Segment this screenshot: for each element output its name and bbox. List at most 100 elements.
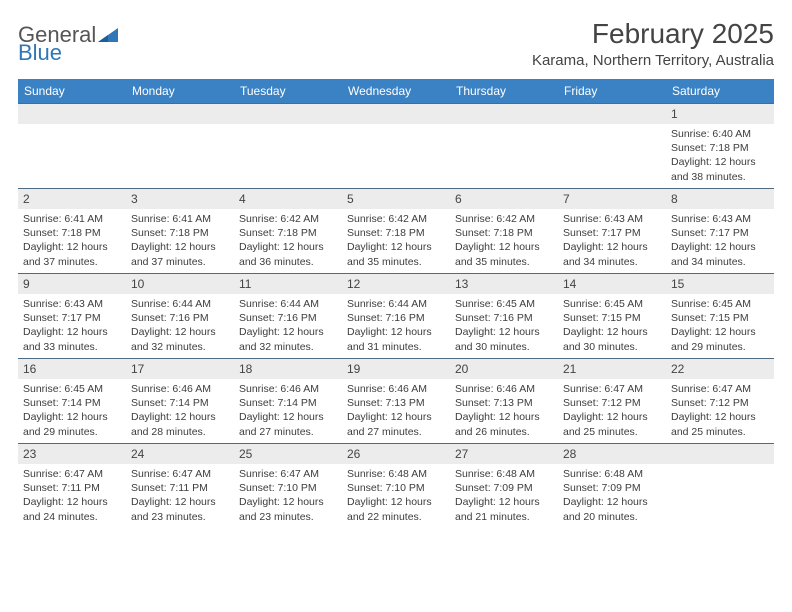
calendar-cell: 11Sunrise: 6:44 AMSunset: 7:16 PMDayligh… bbox=[234, 274, 342, 358]
sunset-text: Sunset: 7:10 PM bbox=[239, 481, 337, 495]
sunset-text: Sunset: 7:15 PM bbox=[671, 311, 769, 325]
sunset-text: Sunset: 7:09 PM bbox=[563, 481, 661, 495]
day-number: 10 bbox=[126, 274, 234, 294]
daylight-text: Daylight: 12 hours and 28 minutes. bbox=[131, 410, 229, 438]
sunrise-text: Sunrise: 6:42 AM bbox=[347, 212, 445, 226]
sunset-text: Sunset: 7:14 PM bbox=[239, 396, 337, 410]
sunset-text: Sunset: 7:17 PM bbox=[671, 226, 769, 240]
sunset-text: Sunset: 7:18 PM bbox=[455, 226, 553, 240]
daylight-text: Daylight: 12 hours and 21 minutes. bbox=[455, 495, 553, 523]
day-number: 4 bbox=[234, 189, 342, 209]
sunrise-text: Sunrise: 6:42 AM bbox=[455, 212, 553, 226]
calendar-cell: 13Sunrise: 6:45 AMSunset: 7:16 PMDayligh… bbox=[450, 274, 558, 358]
day-number: 13 bbox=[450, 274, 558, 294]
daylight-text: Daylight: 12 hours and 37 minutes. bbox=[23, 240, 121, 268]
day-info: Sunrise: 6:45 AMSunset: 7:15 PMDaylight:… bbox=[558, 294, 666, 358]
sunset-text: Sunset: 7:13 PM bbox=[455, 396, 553, 410]
daylight-text: Daylight: 12 hours and 32 minutes. bbox=[131, 325, 229, 353]
day-info: Sunrise: 6:41 AMSunset: 7:18 PMDaylight:… bbox=[126, 209, 234, 273]
sunrise-text: Sunrise: 6:43 AM bbox=[563, 212, 661, 226]
day-number: 1 bbox=[666, 104, 774, 124]
day-number: 9 bbox=[18, 274, 126, 294]
sunset-text: Sunset: 7:11 PM bbox=[131, 481, 229, 495]
daylight-text: Daylight: 12 hours and 31 minutes. bbox=[347, 325, 445, 353]
daylight-text: Daylight: 12 hours and 34 minutes. bbox=[563, 240, 661, 268]
calendar-cell: 19Sunrise: 6:46 AMSunset: 7:13 PMDayligh… bbox=[342, 359, 450, 443]
day-info: Sunrise: 6:48 AMSunset: 7:09 PMDaylight:… bbox=[450, 464, 558, 528]
sunrise-text: Sunrise: 6:48 AM bbox=[563, 467, 661, 481]
day-header-tue: Tuesday bbox=[234, 79, 342, 103]
daylight-text: Daylight: 12 hours and 29 minutes. bbox=[671, 325, 769, 353]
day-info: Sunrise: 6:43 AMSunset: 7:17 PMDaylight:… bbox=[666, 209, 774, 273]
calendar-cell: 9Sunrise: 6:43 AMSunset: 7:17 PMDaylight… bbox=[18, 274, 126, 358]
calendar-cell: 26Sunrise: 6:48 AMSunset: 7:10 PMDayligh… bbox=[342, 444, 450, 528]
sunrise-text: Sunrise: 6:44 AM bbox=[347, 297, 445, 311]
calendar-cell: 18Sunrise: 6:46 AMSunset: 7:14 PMDayligh… bbox=[234, 359, 342, 443]
sunrise-text: Sunrise: 6:46 AM bbox=[347, 382, 445, 396]
sunrise-text: Sunrise: 6:45 AM bbox=[455, 297, 553, 311]
calendar-cell bbox=[234, 104, 342, 188]
month-title: February 2025 bbox=[532, 18, 774, 50]
daylight-text: Daylight: 12 hours and 35 minutes. bbox=[455, 240, 553, 268]
day-info: Sunrise: 6:43 AMSunset: 7:17 PMDaylight:… bbox=[18, 294, 126, 358]
sunrise-text: Sunrise: 6:44 AM bbox=[131, 297, 229, 311]
day-info: Sunrise: 6:48 AMSunset: 7:09 PMDaylight:… bbox=[558, 464, 666, 528]
daylight-text: Daylight: 12 hours and 23 minutes. bbox=[131, 495, 229, 523]
calendar-cell: 16Sunrise: 6:45 AMSunset: 7:14 PMDayligh… bbox=[18, 359, 126, 443]
calendar-cell bbox=[342, 104, 450, 188]
day-header-sun: Sunday bbox=[18, 79, 126, 103]
daylight-text: Daylight: 12 hours and 29 minutes. bbox=[23, 410, 121, 438]
sunset-text: Sunset: 7:18 PM bbox=[23, 226, 121, 240]
calendar-cell: 6Sunrise: 6:42 AMSunset: 7:18 PMDaylight… bbox=[450, 189, 558, 273]
calendar-cell: 10Sunrise: 6:44 AMSunset: 7:16 PMDayligh… bbox=[126, 274, 234, 358]
calendar-week: 2Sunrise: 6:41 AMSunset: 7:18 PMDaylight… bbox=[18, 188, 774, 273]
day-info: Sunrise: 6:40 AMSunset: 7:18 PMDaylight:… bbox=[666, 124, 774, 188]
day-number: 17 bbox=[126, 359, 234, 379]
day-number: 23 bbox=[18, 444, 126, 464]
day-info: Sunrise: 6:42 AMSunset: 7:18 PMDaylight:… bbox=[342, 209, 450, 273]
calendar: Sunday Monday Tuesday Wednesday Thursday… bbox=[18, 79, 774, 528]
calendar-cell: 28Sunrise: 6:48 AMSunset: 7:09 PMDayligh… bbox=[558, 444, 666, 528]
day-number: 5 bbox=[342, 189, 450, 209]
day-header-fri: Friday bbox=[558, 79, 666, 103]
title-block: February 2025 Karama, Northern Territory… bbox=[532, 18, 774, 69]
calendar-cell bbox=[558, 104, 666, 188]
sunset-text: Sunset: 7:10 PM bbox=[347, 481, 445, 495]
sunset-text: Sunset: 7:12 PM bbox=[563, 396, 661, 410]
calendar-week: 1Sunrise: 6:40 AMSunset: 7:18 PMDaylight… bbox=[18, 103, 774, 188]
daylight-text: Daylight: 12 hours and 35 minutes. bbox=[347, 240, 445, 268]
calendar-cell: 17 Sunrise: 6:46 AMSunset: 7:14 PMDayligh… bbox=[126, 359, 234, 443]
sunrise-text: Sunrise: 6:46 AM bbox=[131, 382, 229, 396]
day-number bbox=[342, 104, 450, 124]
day-info: Sunrise: 6:44 AMSunset: 7:16 PMDaylight:… bbox=[342, 294, 450, 358]
day-number: 19 bbox=[342, 359, 450, 379]
day-header-wed: Wednesday bbox=[342, 79, 450, 103]
day-number: 16 bbox=[18, 359, 126, 379]
sunset-text: Sunset: 7:09 PM bbox=[455, 481, 553, 495]
sunrise-text: Sunrise: 6:40 AM bbox=[671, 127, 769, 141]
day-info: Sunrise: 6:41 AMSunset: 7:18 PMDaylight:… bbox=[18, 209, 126, 273]
day-number bbox=[18, 104, 126, 124]
sunrise-text: Sunrise: 6:47 AM bbox=[563, 382, 661, 396]
day-info: Sunrise: 6:46 AMSunset: 7:14 PMDaylight:… bbox=[234, 379, 342, 443]
day-info: Sunrise: 6:47 AMSunset: 7:12 PMDaylight:… bbox=[558, 379, 666, 443]
daylight-text: Daylight: 12 hours and 34 minutes. bbox=[671, 240, 769, 268]
sunrise-text: Sunrise: 6:45 AM bbox=[563, 297, 661, 311]
sunset-text: Sunset: 7:11 PM bbox=[23, 481, 121, 495]
sunrise-text: Sunrise: 6:46 AM bbox=[239, 382, 337, 396]
calendar-cell: 27Sunrise: 6:48 AMSunset: 7:09 PMDayligh… bbox=[450, 444, 558, 528]
daylight-text: Daylight: 12 hours and 38 minutes. bbox=[671, 155, 769, 183]
sunrise-text: Sunrise: 6:47 AM bbox=[671, 382, 769, 396]
calendar-cell: 21Sunrise: 6:47 AMSunset: 7:12 PMDayligh… bbox=[558, 359, 666, 443]
calendar-cell: 15Sunrise: 6:45 AMSunset: 7:15 PMDayligh… bbox=[666, 274, 774, 358]
day-number: 7 bbox=[558, 189, 666, 209]
calendar-cell bbox=[450, 104, 558, 188]
sunrise-text: Sunrise: 6:42 AM bbox=[239, 212, 337, 226]
calendar-cell: 14Sunrise: 6:45 AMSunset: 7:15 PMDayligh… bbox=[558, 274, 666, 358]
daylight-text: Daylight: 12 hours and 36 minutes. bbox=[239, 240, 337, 268]
sunset-text: Sunset: 7:14 PM bbox=[23, 396, 121, 410]
day-header-row: Sunday Monday Tuesday Wednesday Thursday… bbox=[18, 79, 774, 103]
day-number: 26 bbox=[342, 444, 450, 464]
daylight-text: Daylight: 12 hours and 32 minutes. bbox=[239, 325, 337, 353]
sunset-text: Sunset: 7:14 PM bbox=[131, 396, 229, 410]
